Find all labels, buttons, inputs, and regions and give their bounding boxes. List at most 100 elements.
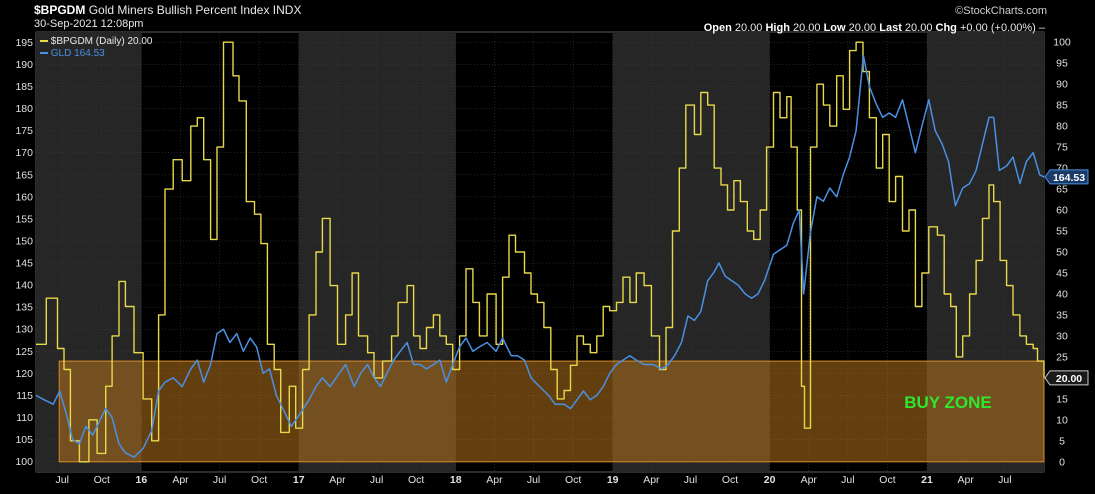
y-left-tick-label: 100 [15, 456, 33, 468]
x-tick-label: Oct [879, 474, 895, 486]
chg-arrow-icon: – [1038, 22, 1045, 34]
y-right-tick-label: 10 [1056, 414, 1068, 426]
x-tick-label: Jul [370, 474, 383, 486]
watermark: ©StockCharts.com [955, 5, 1047, 17]
legend-label-gld: GLD 164.53 [50, 48, 105, 59]
chg-value: +0.00 (+0.00%) [959, 22, 1036, 34]
x-tick-label: Oct [251, 474, 267, 486]
last-tag-bpgdm-bg [1044, 370, 1089, 386]
ohlc-row: Open 20.00 High 20.00 Low 20.00 Last 20.… [704, 22, 1045, 35]
y-right-tick-label: 75 [1056, 142, 1068, 154]
legend-swatch-bpgdm [40, 40, 48, 43]
y-right-tick-label: 65 [1056, 184, 1068, 196]
x-tick-label: Apr [643, 474, 660, 486]
x-tick-label: Apr [958, 474, 975, 486]
exchange: INDX [272, 3, 302, 17]
y-left-tick-label: 135 [15, 302, 33, 314]
last-tag-gld: 164.53 [1044, 169, 1089, 185]
y-left-tick-label: 190 [15, 59, 33, 71]
last-value: 20.00 [904, 22, 933, 34]
last-tag-bpgdm-text: 20.00 [1056, 373, 1082, 385]
open-value: 20.00 [734, 22, 763, 34]
x-tick-label: Apr [172, 474, 189, 486]
y-left-tick-label: 140 [15, 280, 33, 292]
y-right-tick-label: 0 [1059, 456, 1065, 468]
y-left-tick-label: 105 [15, 434, 33, 446]
y-right-tick-label: 55 [1056, 226, 1068, 238]
y-right-tick-label: 95 [1056, 58, 1068, 70]
y-left-tick-label: 130 [15, 324, 33, 336]
x-tick-label: Jul [841, 474, 854, 486]
buy-zone-band [58, 360, 1045, 463]
last-tag-gld-text: 164.53 [1053, 172, 1085, 184]
legend-swatch-gld [40, 52, 48, 55]
y-right-tick-label: 85 [1056, 100, 1068, 112]
y-left-tick-label: 150 [15, 235, 33, 247]
chg-label: Chg [935, 22, 957, 34]
y-right-tick-label: 40 [1056, 288, 1068, 300]
x-tick-label: 19 [607, 474, 619, 486]
last-tag-bpgdm: 20.00 [1044, 370, 1089, 386]
chart-legend: $BPGDM (Daily) 20.00 GLD 164.53 [40, 36, 152, 60]
y-right-tick-label: 5 [1059, 435, 1065, 447]
y-right-tick-label: 30 [1056, 330, 1068, 342]
x-tick-label: Apr [801, 474, 818, 486]
y-right-tick-label: 25 [1056, 351, 1068, 363]
x-tick-label: 16 [136, 474, 148, 486]
legend-label-bpgdm: $BPGDM (Daily) 20.00 [50, 36, 153, 47]
x-tick-label: Oct [565, 474, 581, 486]
x-tick-label: 21 [921, 474, 933, 486]
y-left-tick-label: 180 [15, 103, 33, 115]
open-label: Open [703, 22, 732, 34]
high-label: High [765, 22, 790, 34]
x-tick-label: Jul [527, 474, 540, 486]
y-left-tick-label: 120 [15, 368, 33, 380]
y-right-tick-label: 70 [1056, 163, 1068, 175]
x-tick-label: 20 [764, 474, 776, 486]
y-right-tick-label: 50 [1056, 247, 1068, 259]
chart-datetime: 30-Sep-2021 12:08pm [34, 18, 144, 30]
buy-zone-label: BUY ZONE [904, 393, 992, 412]
last-tag-gld-bg [1044, 169, 1089, 185]
x-tick-label: Jul [213, 474, 226, 486]
x-tick-label: Jul [56, 474, 69, 486]
chart-title-row: $BPGDM Gold Miners Bullish Percent Index… [34, 4, 301, 17]
x-tick-label: Oct [94, 474, 110, 486]
y-right-tick-label: 90 [1056, 79, 1068, 91]
index-name: Gold Miners Bullish Percent Index [88, 3, 270, 17]
x-tick-label: Apr [486, 474, 503, 486]
y-right-tick-label: 15 [1056, 393, 1068, 405]
x-tick-label: Oct [408, 474, 424, 486]
x-tick-label: Jul [998, 474, 1011, 486]
y-right-tick-label: 100 [1053, 37, 1071, 49]
y-left-tick-label: 170 [15, 147, 33, 159]
y-left-tick-label: 125 [15, 346, 33, 358]
x-tick-label: Oct [722, 474, 738, 486]
symbol: $BPGDM [34, 3, 86, 17]
series-line-bpgdm [36, 41, 1045, 463]
y-left-tick-label: 115 [16, 390, 33, 402]
y-right-tick-label: 35 [1056, 309, 1068, 321]
low-value: 20.00 [848, 22, 877, 34]
y-left-tick-label: 110 [16, 412, 33, 424]
legend-item-gld: GLD 164.53 [40, 48, 152, 60]
x-tick-label: Jul [684, 474, 697, 486]
y-right-tick-label: 80 [1056, 121, 1068, 133]
x-tick-label: Apr [329, 474, 346, 486]
x-tick-label: 17 [293, 474, 305, 486]
y-left-tick-label: 160 [15, 191, 33, 203]
last-label: Last [879, 22, 902, 34]
y-right-tick-label: 60 [1056, 205, 1068, 217]
y-left-tick-label: 145 [15, 258, 33, 270]
y-left-tick-label: 185 [15, 81, 33, 93]
low-label: Low [823, 22, 846, 34]
series-line-gld [35, 54, 1045, 458]
y-right-tick-label: 45 [1056, 267, 1068, 279]
legend-item-bpgdm: $BPGDM (Daily) 20.00 [40, 36, 152, 48]
high-value: 20.00 [792, 22, 821, 34]
x-tick-label: 18 [450, 474, 462, 486]
y-left-tick-label: 175 [15, 125, 33, 137]
y-left-tick-label: 165 [15, 169, 33, 181]
